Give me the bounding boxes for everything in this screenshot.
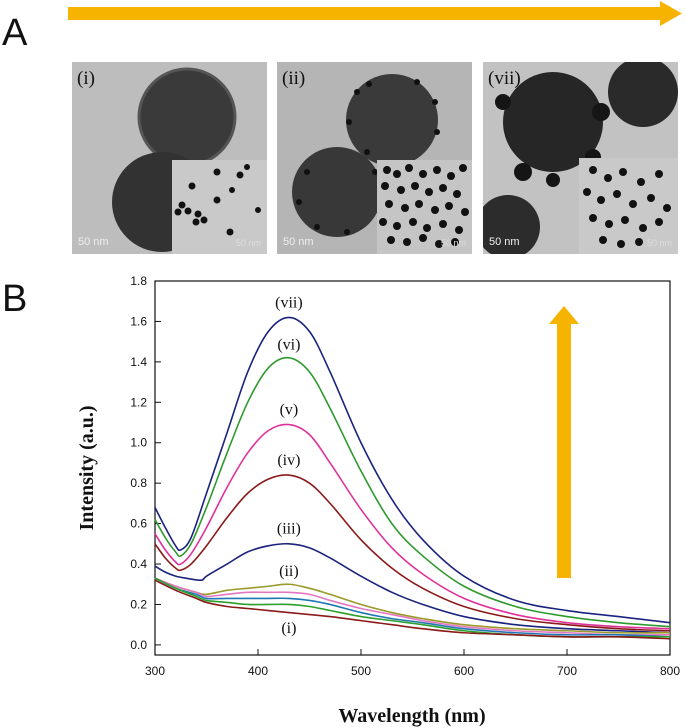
- x-tick-label: 800: [660, 664, 680, 678]
- micrograph-vii-image: [483, 62, 678, 254]
- series-line: [154, 423, 671, 630]
- curve-label: (v): [280, 401, 299, 418]
- micrograph-ii-scale: 50 nm: [283, 236, 314, 248]
- x-tick-label: 600: [454, 664, 474, 678]
- micrograph-vii-scale: 50 nm: [489, 236, 520, 248]
- curve-label: (vii): [275, 294, 303, 311]
- x-tick-label: 400: [248, 664, 268, 678]
- series-line: [154, 542, 671, 634]
- y-tick-label: 1.4: [130, 355, 147, 369]
- x-axis-title: Wavelength (nm): [338, 705, 485, 727]
- up-arrow: [549, 306, 579, 578]
- series-line: [154, 579, 671, 640]
- x-tick-label: 700: [557, 664, 577, 678]
- micrograph-i-image: [72, 62, 267, 254]
- micrograph-vii-label: (vii): [488, 68, 521, 89]
- y-tick-label: 0.2: [130, 597, 147, 611]
- series-line: [154, 577, 671, 634]
- micrograph-ii-image: [277, 62, 472, 254]
- series-line: [154, 577, 671, 636]
- y-tick-label: 0.4: [130, 557, 147, 571]
- y-tick-label: 1.0: [130, 436, 147, 450]
- series-line: [154, 316, 671, 624]
- micrograph-vii: (vii) 50 nm 50 nm: [483, 62, 678, 254]
- x-tick-label: 500: [351, 664, 371, 678]
- micrograph-ii: (ii) 50 nm 50 nm: [277, 62, 472, 254]
- micrograph-ii-label: (ii): [282, 68, 306, 89]
- micrograph-i: (i) 50 nm 50 nm: [72, 62, 267, 254]
- series-line: [154, 577, 671, 638]
- curve-label: (iii): [277, 521, 301, 538]
- y-tick-label: 0.6: [130, 517, 147, 531]
- micrograph-i-scale: 50 nm: [78, 236, 109, 248]
- panel-letter-a: A: [2, 12, 28, 54]
- y-tick-label: 1.8: [130, 274, 147, 288]
- curve-label: (ii): [279, 563, 299, 580]
- y-tick-label: 1.6: [130, 314, 147, 328]
- panel-letter-b: B: [2, 278, 28, 320]
- top-arrow: [68, 1, 682, 26]
- micrograph-vii-inset-scale: 50 nm: [646, 238, 672, 248]
- y-tick-label: 0.0: [130, 638, 147, 652]
- curve-label: (i): [281, 620, 296, 637]
- x-tick-label: 300: [145, 664, 165, 678]
- spectra-chart: 300 400 500 600 700 800 0.0 0.2 0.4 0.6 0.8 1.0 1.2 1…: [76, 274, 680, 727]
- micrograph-i-inset-scale: 50 nm: [235, 238, 261, 248]
- curve-label: (vi): [277, 337, 300, 354]
- y-tick-label: 1.2: [130, 395, 147, 409]
- micrograph-ii-inset-scale: 50 nm: [440, 238, 466, 248]
- series-line: [154, 356, 671, 628]
- series-line: [154, 474, 671, 632]
- y-tick-label: 0.8: [130, 476, 147, 490]
- curve-label: (iv): [277, 452, 300, 469]
- micrograph-i-label: (i): [77, 68, 95, 89]
- y-axis-title: Intensity (a.u.): [76, 405, 98, 530]
